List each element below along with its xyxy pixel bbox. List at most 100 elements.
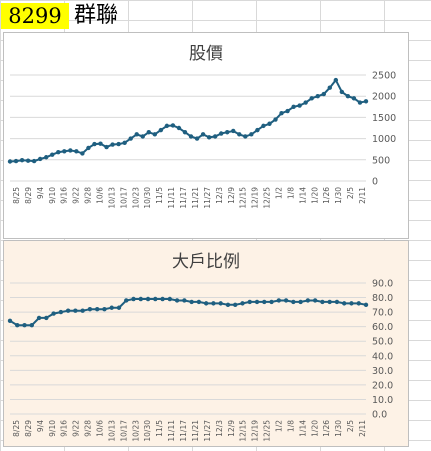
data-point: [15, 323, 20, 328]
data-point: [188, 134, 194, 139]
data-point: [200, 132, 206, 137]
data-point: [218, 131, 224, 136]
data-point: [243, 134, 248, 139]
data-point: [279, 110, 284, 116]
y-tick-label: 1500: [372, 113, 396, 124]
x-tick-label: 10/30: [143, 187, 152, 209]
data-point: [334, 299, 340, 305]
x-tick-label: 2/11: [358, 420, 367, 437]
data-point: [262, 299, 267, 305]
data-point: [194, 136, 200, 141]
x-tick-label: 12/3: [215, 420, 224, 437]
data-point: [131, 296, 136, 302]
data-point: [94, 307, 100, 312]
data-point: [342, 301, 347, 306]
data-point: [225, 302, 231, 308]
ticker-cell[interactable]: 8299: [1, 3, 69, 29]
data-point: [363, 302, 369, 308]
y-tick-label: 0.0: [372, 410, 387, 421]
x-tick-label: 10/17: [119, 420, 128, 442]
series-line: [9, 78, 367, 163]
major-holder-ratio-chart[interactable]: 大戶比例 0.0 10.0 20.0 30.0 40.0 50.0 60.0 70.0 80.0…: [3, 240, 409, 447]
data-point: [167, 296, 173, 302]
y-tick-label: 90.0: [372, 279, 393, 290]
x-tick-label: 12/25: [263, 187, 272, 209]
data-point: [247, 299, 252, 305]
price-chart[interactable]: 股價 0 500 1000 1500 2000 2500 8/25 8/29 9/4 9/10 9/…: [3, 32, 409, 239]
x-tick-label: 1/26: [322, 420, 331, 437]
data-point: [29, 323, 34, 328]
data-point: [254, 299, 260, 305]
x-tick-label: 8/25: [12, 420, 21, 437]
x-tick-label: 1/26: [322, 187, 331, 204]
data-point: [170, 123, 176, 128]
x-tick-label: 9/4: [36, 187, 45, 199]
data-point: [333, 77, 339, 83]
x-tick-label: 11/17: [179, 187, 188, 209]
x-tick-label: 1/20: [310, 420, 319, 437]
data-point: [349, 301, 354, 306]
data-point: [74, 149, 79, 154]
data-point: [164, 123, 170, 129]
data-point: [116, 141, 121, 147]
data-point: [44, 315, 49, 321]
data-point: [153, 296, 158, 302]
data-point: [124, 298, 129, 303]
x-tick-label: 1/20: [310, 187, 319, 204]
data-point: [218, 301, 223, 306]
data-point: [291, 104, 296, 110]
x-tick-label: 12/9: [227, 420, 236, 437]
data-point: [182, 130, 188, 135]
x-tick-label: 1/2: [274, 187, 283, 199]
data-point: [327, 299, 332, 305]
x-tick-label: 11/21: [191, 420, 200, 442]
x-tick-label: 10/13: [107, 420, 116, 442]
data-point: [345, 94, 351, 99]
data-point: [351, 96, 357, 101]
data-point: [128, 136, 133, 141]
data-point: [7, 318, 13, 324]
data-point: [240, 301, 245, 306]
data-point: [87, 307, 93, 312]
x-tick-label: 12/19: [251, 420, 260, 442]
y-tick-label: 80.0: [372, 293, 393, 304]
x-tick-label: 9/22: [72, 420, 81, 437]
data-point: [189, 299, 194, 305]
data-point: [269, 299, 274, 305]
x-tick-label: 9/10: [48, 187, 57, 204]
x-tick-label: 1/30: [334, 187, 343, 204]
major-holder-ratio-chart-title: 大戶比例: [172, 252, 240, 272]
data-point: [261, 123, 266, 129]
x-tick-label: 1/14: [298, 187, 307, 204]
x-tick-label: 9/28: [84, 187, 93, 204]
x-tick-label: 10/6: [96, 187, 105, 204]
data-point: [160, 296, 165, 302]
data-point: [174, 298, 180, 303]
data-point: [276, 298, 282, 303]
x-tick-label: 9/16: [60, 420, 69, 437]
x-tick-label: 8/29: [24, 187, 33, 204]
data-point: [283, 298, 289, 303]
data-point: [65, 308, 71, 313]
y-tick-label: 50.0: [372, 337, 393, 348]
company-name: 群聯: [74, 3, 119, 28]
data-point: [110, 142, 115, 147]
data-point: [140, 134, 145, 139]
data-point: [320, 299, 325, 305]
data-point: [19, 158, 25, 163]
data-point: [305, 298, 311, 303]
x-tick-label: 8/29: [24, 420, 33, 437]
data-point: [80, 151, 85, 156]
x-tick-label: 10/23: [131, 187, 140, 209]
data-point: [104, 144, 109, 150]
x-tick-label: 9/4: [36, 420, 45, 432]
x-tick-label: 11/5: [155, 187, 164, 204]
x-tick-label: 1/8: [286, 420, 295, 432]
data-point: [267, 121, 272, 126]
x-tick-label: 2/11: [358, 187, 367, 204]
data-point: [58, 309, 64, 315]
data-point: [309, 96, 314, 101]
x-tick-label: 1/8: [286, 187, 295, 199]
x-tick-label: 11/11: [167, 420, 176, 442]
